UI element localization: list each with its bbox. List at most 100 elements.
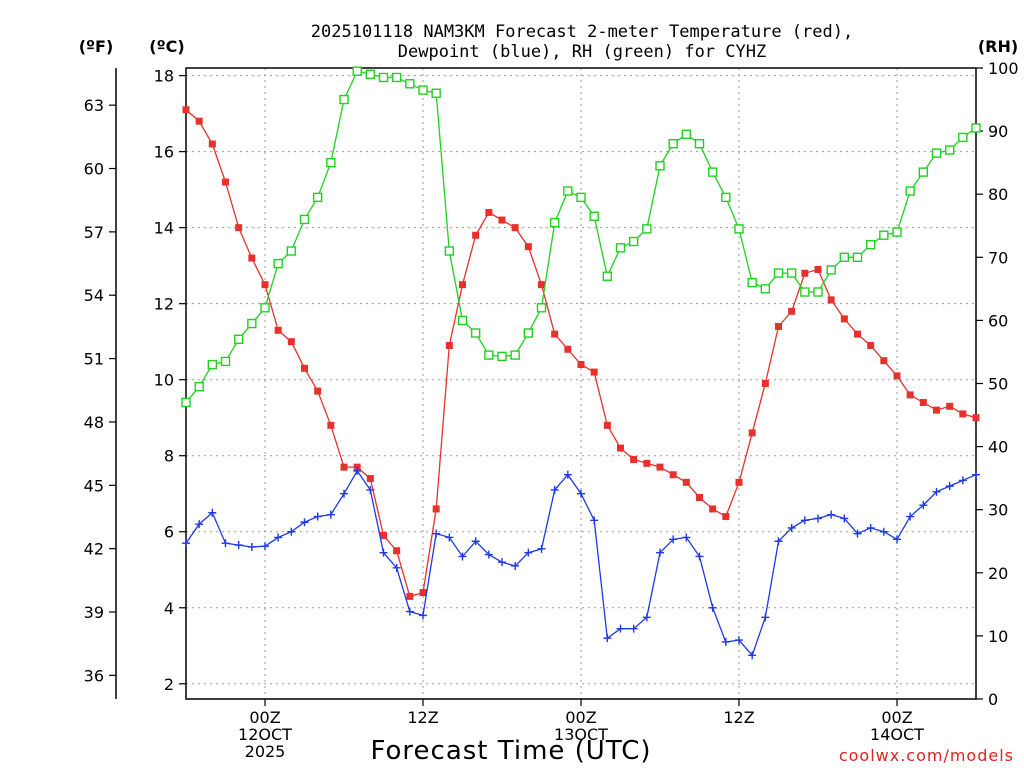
dewpoint-point	[511, 561, 520, 570]
temperature-point	[327, 421, 335, 429]
temperature-point	[393, 547, 401, 555]
celsius-tick-label: 2	[164, 675, 174, 694]
rh-tick-label: 90	[988, 122, 1008, 141]
dewpoint-point	[932, 487, 941, 496]
temperature-point	[709, 505, 717, 513]
rh-point	[694, 139, 705, 149]
temperature-point	[498, 216, 506, 224]
x-tick-label: 14OCT	[870, 725, 924, 744]
dewpoint-point	[761, 613, 770, 622]
temperature-point	[485, 208, 493, 216]
series-dewpoint	[182, 466, 980, 660]
dewpoint-point	[550, 485, 559, 494]
rh-point	[615, 243, 626, 253]
dewpoint-point	[642, 613, 651, 622]
dewpoint-point	[537, 544, 546, 553]
dewpoint-point	[524, 548, 533, 557]
x-axis-title: Forecast Time (UTC)	[370, 736, 651, 766]
temperature-point	[182, 106, 190, 114]
dewpoint-point	[379, 548, 388, 557]
temperature-point	[854, 330, 861, 338]
dewpoint-point	[774, 537, 783, 546]
dewpoint-point	[721, 637, 730, 646]
temperature-point	[748, 429, 756, 437]
series-temperature	[182, 106, 980, 600]
fahrenheit-tick-label: 54	[84, 286, 104, 305]
rh-point	[721, 192, 731, 203]
fahrenheit-tick-label: 60	[84, 160, 104, 179]
dewpoint-point	[195, 520, 204, 529]
dewpoint-point	[827, 510, 836, 519]
rh-point	[655, 161, 665, 171]
rh-tick-label: 20	[988, 564, 1008, 583]
temperature-point	[366, 475, 374, 483]
temperature-point	[682, 478, 690, 486]
temperature-point	[551, 330, 559, 338]
x-tick-label: 12Z	[723, 708, 754, 727]
temperature-point	[195, 117, 203, 125]
rh-point	[497, 351, 507, 362]
celsius-tick-label: 4	[164, 599, 174, 618]
rh-point	[971, 123, 981, 133]
plot-frame	[185, 67, 977, 700]
dewpoint-point	[313, 512, 322, 521]
rh-point	[260, 303, 270, 313]
x-tick-label: 2025	[245, 742, 286, 761]
temperature-point	[893, 372, 901, 380]
fahrenheit-tick-label: 39	[84, 603, 104, 622]
celsius-unit-label: (ºC)	[149, 37, 184, 56]
dewpoint-point	[972, 470, 980, 479]
dewpoint-point	[419, 611, 427, 620]
dewpoint-point	[432, 529, 441, 538]
rh-point	[668, 139, 678, 149]
dewpoint-point	[708, 603, 717, 612]
dewpoint-point	[958, 476, 967, 485]
dewpoint-point	[247, 542, 256, 551]
source-credit: coolwx.com/models	[839, 746, 1014, 765]
temperature-point	[643, 459, 651, 467]
rh-point	[563, 186, 573, 196]
temperature-point	[972, 414, 980, 422]
fahrenheit-tick-label: 57	[84, 223, 104, 242]
rh-tick-label: 80	[988, 185, 1008, 204]
rh-point	[773, 268, 784, 278]
rh-point	[457, 315, 468, 326]
rh-point	[339, 94, 349, 105]
rh-point	[233, 334, 244, 345]
rh-point	[628, 236, 639, 247]
dewpoint-point	[234, 541, 243, 550]
celsius-tick-label: 12	[154, 295, 174, 314]
temperature-point	[603, 421, 611, 429]
dewpoint-point	[682, 533, 691, 542]
temperature-point	[696, 494, 703, 502]
rh-point	[312, 192, 323, 203]
temperature-point	[274, 326, 282, 334]
fahrenheit-tick-label: 45	[84, 476, 104, 495]
rh-point	[944, 145, 955, 155]
temperature-point	[301, 364, 308, 372]
chart-title-line2: Dewpoint (blue), RH (green) for CYHZ	[398, 42, 766, 62]
rh-tick-label: 70	[988, 248, 1008, 267]
fahrenheit-tick-label: 36	[84, 666, 104, 685]
temperature-point	[538, 281, 545, 289]
series-rh	[181, 66, 981, 408]
temperature-point	[933, 406, 940, 414]
temperature-point	[208, 140, 216, 148]
x-tick-label: 13OCT	[554, 725, 608, 744]
temperature-point	[472, 231, 480, 239]
x-tick-label: 12OCT	[238, 725, 292, 744]
x-tick-label: 12Z	[407, 708, 438, 727]
rh-point	[576, 192, 586, 203]
dewpoint-point	[498, 558, 506, 567]
temperature-point	[511, 224, 519, 232]
fahrenheit-tick-label: 51	[84, 350, 104, 369]
celsius-tick-label: 10	[154, 371, 174, 390]
temperature-point	[630, 456, 638, 464]
temperature-point	[419, 589, 427, 597]
dewpoint-point	[616, 624, 625, 633]
x-tick-label: 00Z	[565, 708, 596, 727]
dewpoint-point	[458, 552, 467, 561]
temperature-point	[432, 505, 440, 513]
rh-tick-label: 30	[988, 501, 1008, 520]
celsius-tick-label: 14	[154, 219, 174, 238]
